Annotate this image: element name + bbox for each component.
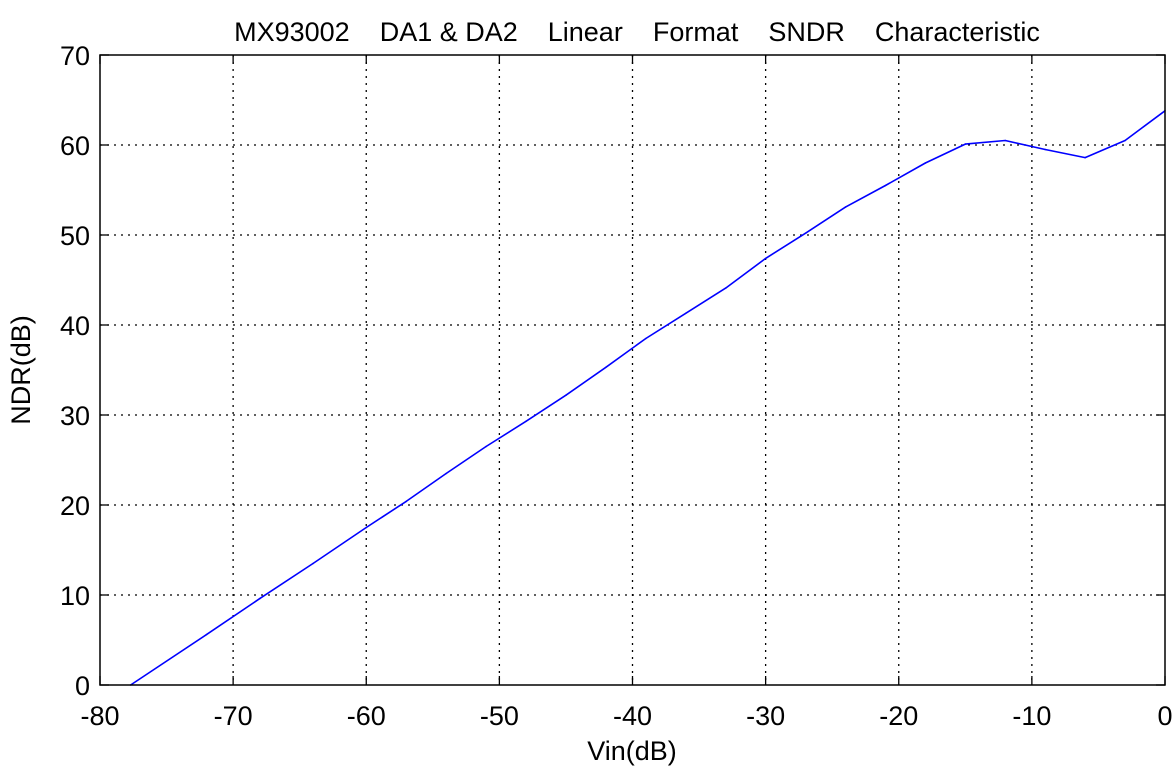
y-tick-label: 70 [60,41,90,71]
data-point [764,257,767,260]
data-point [312,562,314,565]
data-point [844,206,847,208]
y-axis-label: NDR(dB) [6,315,36,425]
y-tick-label: 50 [60,221,90,251]
data-point [884,184,887,187]
data-point [205,633,208,636]
grid [100,55,1165,685]
data-point [1044,148,1046,151]
y-tick-label: 40 [60,311,90,341]
series-layer [129,110,1166,686]
x-tick-label: -80 [80,701,119,731]
data-point [804,232,807,234]
ticks [99,54,1166,686]
y-tick-label: 10 [60,581,90,611]
tick-labels: -80 -70 -60 -50 -40 -30 -20 -10 0 0 10 20 30 40 50 60 70 [60,41,1173,731]
x-tick-label: -50 [480,701,519,731]
data-point [1004,139,1007,142]
data-point [645,337,647,340]
data-point [445,472,447,475]
data-point [365,526,368,529]
data-point [525,420,527,423]
chart-title: MX93002 DA1 & DA2 Linear Format SNDR Cha… [234,17,1040,47]
data-point [565,394,567,397]
x-axis-label: Vin(dB) [587,736,677,766]
y-tick-label: 30 [60,401,90,431]
y-tick-label: 60 [60,131,90,161]
data-point [1084,156,1086,159]
series-line [130,110,1166,686]
x-tick-label: -60 [347,701,386,731]
x-tick-label: -40 [613,701,652,731]
data-point [724,287,727,289]
data-point [485,445,487,448]
y-tick-label: 20 [60,491,90,521]
x-tick-label: -20 [879,701,918,731]
data-point [1124,139,1126,142]
x-tick-label: -30 [746,701,785,731]
data-point [964,143,967,145]
data-point [924,162,927,164]
data-point [405,500,407,503]
data-point [258,597,261,600]
data-point [684,312,687,315]
y-tick-label: 0 [75,671,90,701]
x-tick-label: -70 [214,701,253,731]
data-point [605,366,607,369]
x-tick-label: -10 [1012,701,1051,731]
x-tick-label: 0 [1157,701,1172,731]
